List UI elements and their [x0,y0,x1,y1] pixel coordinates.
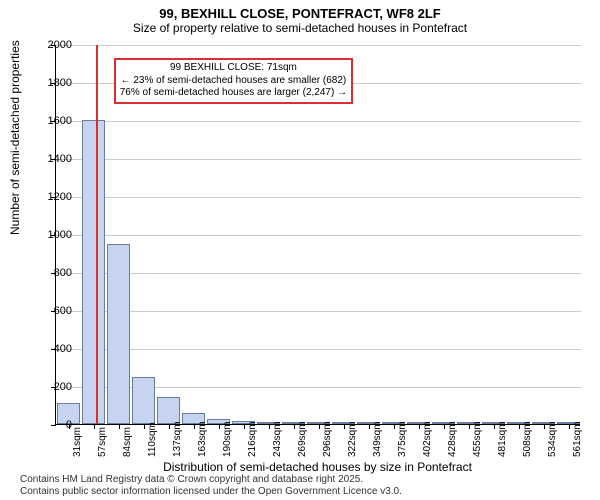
xtick-label: 243sqm [272,421,283,457]
xtick-label: 402sqm [422,421,433,457]
xtick-label: 296sqm [322,421,333,457]
xtick-label: 84sqm [122,427,133,457]
xtick-label: 31sqm [72,427,83,457]
xtick-mark [469,424,470,429]
xtick-mark [194,424,195,429]
xtick-mark [369,424,370,429]
xtick-mark [344,424,345,429]
histogram-bar [107,244,130,425]
xtick-label: 322sqm [347,421,358,457]
ytick-label: 1400 [32,153,72,165]
ytick-label: 1600 [32,115,72,127]
xtick-label: 190sqm [222,421,233,457]
xtick-mark [569,424,570,429]
xtick-label: 534sqm [547,421,558,457]
gridline [56,45,581,46]
chart-title-line2: Size of property relative to semi-detach… [0,21,600,35]
ytick-label: 1800 [32,77,72,89]
xtick-label: 57sqm [97,427,108,457]
xtick-label: 349sqm [372,421,383,457]
xtick-mark [319,424,320,429]
gridline [56,235,581,236]
y-axis-label: Number of semi-detached properties [8,40,22,235]
chart-area: 31sqm57sqm84sqm110sqm137sqm163sqm190sqm2… [55,45,580,425]
xtick-mark [94,424,95,429]
property-marker-line [96,45,98,424]
annotation-box: 99 BEXHILL CLOSE: 71sqm← 23% of semi-det… [114,58,353,104]
xtick-mark [494,424,495,429]
footer-line2: Contains public sector information licen… [20,486,402,498]
xtick-label: 455sqm [472,421,483,457]
ytick-label: 200 [32,381,72,393]
gridline [56,121,581,122]
gridline [56,311,581,312]
attribution-footer: Contains HM Land Registry data © Crown c… [20,474,402,498]
xtick-mark [519,424,520,429]
gridline [56,197,581,198]
xtick-mark [169,424,170,429]
xtick-mark [419,424,420,429]
chart-title-line1: 99, BEXHILL CLOSE, PONTEFRACT, WF8 2LF [0,6,600,21]
footer-line1: Contains HM Land Registry data © Crown c… [20,474,402,486]
gridline [56,159,581,160]
xtick-mark [394,424,395,429]
ytick-label: 400 [32,343,72,355]
xtick-mark [144,424,145,429]
xtick-label: 561sqm [572,421,583,457]
xtick-label: 216sqm [247,421,258,457]
ytick-label: 1000 [32,229,72,241]
xtick-mark [219,424,220,429]
ytick-label: 0 [32,419,72,431]
xtick-label: 508sqm [522,421,533,457]
xtick-mark [269,424,270,429]
xtick-label: 269sqm [297,421,308,457]
xtick-label: 428sqm [447,421,458,457]
xtick-mark [544,424,545,429]
xtick-label: 375sqm [397,421,408,457]
ytick-label: 600 [32,305,72,317]
xtick-mark [119,424,120,429]
ytick-label: 2000 [32,39,72,51]
plot-area: 31sqm57sqm84sqm110sqm137sqm163sqm190sqm2… [55,45,580,425]
xtick-label: 481sqm [497,421,508,457]
xtick-mark [444,424,445,429]
gridline [56,349,581,350]
ytick-label: 1200 [32,191,72,203]
xtick-label: 137sqm [172,421,183,457]
histogram-bar [82,120,105,424]
xtick-mark [294,424,295,429]
gridline [56,273,581,274]
x-axis-label: Distribution of semi-detached houses by … [55,460,580,474]
xtick-mark [244,424,245,429]
xtick-label: 163sqm [197,421,208,457]
histogram-bar [157,397,180,424]
xtick-label: 110sqm [147,422,158,457]
annotation-line3: 76% of semi-detached houses are larger (… [120,87,347,100]
annotation-line1: 99 BEXHILL CLOSE: 71sqm [120,62,347,75]
ytick-label: 800 [32,267,72,279]
annotation-line2: ← 23% of semi-detached houses are smalle… [120,75,347,88]
histogram-bar [132,377,155,425]
